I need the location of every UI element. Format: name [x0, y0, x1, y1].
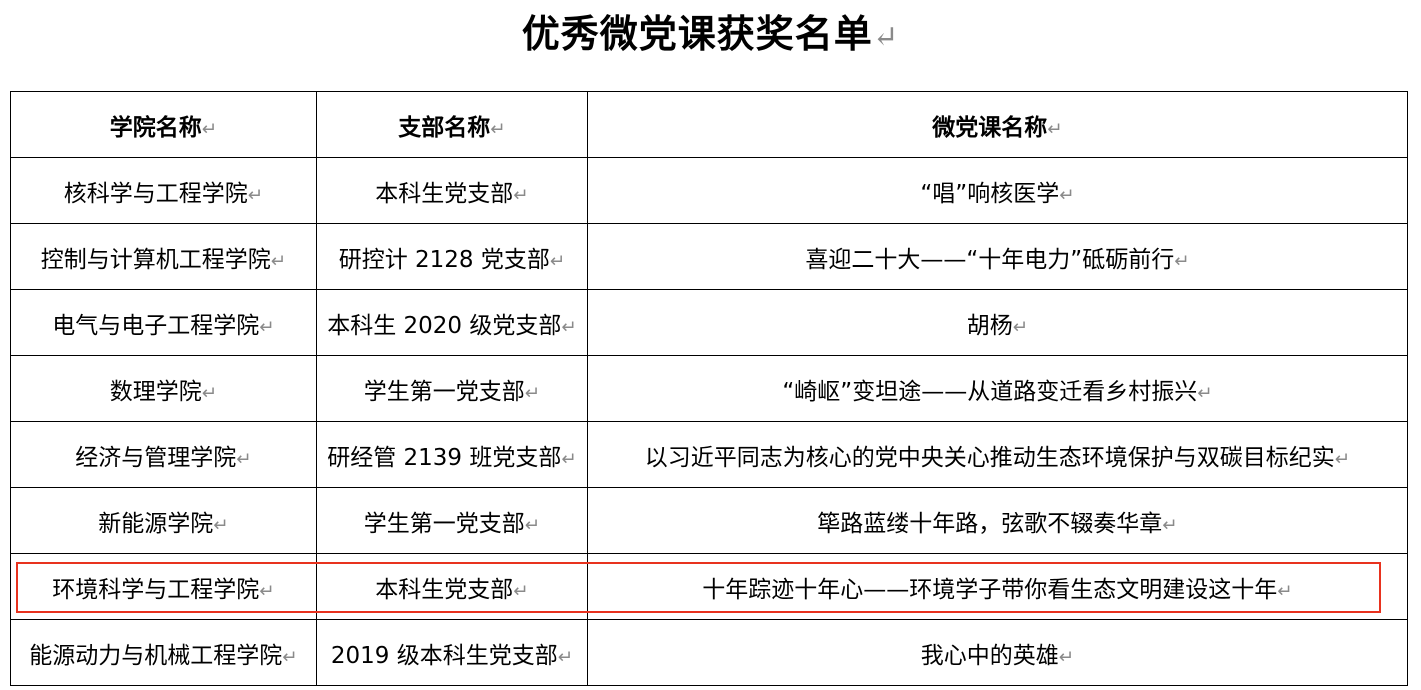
- header-lesson: 微党课名称: [587, 91, 1408, 158]
- table-row: 数理学院学生第一党支部“崎岖”变坦途——从道路变迁看乡村振兴: [10, 355, 1408, 422]
- document-title: 优秀微党课获奖名单: [0, 8, 1421, 64]
- paragraph-mark-icon: [525, 511, 540, 537]
- branch-cell: 本科生 2020 级党支部: [316, 289, 588, 356]
- table-row: 电气与电子工程学院本科生 2020 级党支部胡杨: [10, 289, 1408, 356]
- paragraph-mark-icon: [1059, 643, 1074, 669]
- branch-cell: 学生第一党支部: [316, 355, 588, 422]
- paragraph-mark-icon: [202, 115, 217, 141]
- lesson-cell: “唱”响核医学: [587, 157, 1408, 224]
- lesson-cell: 以习近平同志为核心的党中央关心推动生态环境保护与双碳目标纪实: [587, 421, 1408, 488]
- paragraph-mark-icon: [561, 445, 576, 471]
- lesson-cell: 十年踪迹十年心——环境学子带你看生态文明建设这十年: [587, 553, 1408, 620]
- college-cell: 能源动力与机械工程学院: [10, 619, 317, 686]
- college-cell: 控制与计算机工程学院: [10, 223, 317, 290]
- paragraph-mark-icon: [513, 181, 528, 207]
- paragraph-mark-icon: [1277, 577, 1292, 603]
- branch-cell: 研经管 2139 班党支部: [316, 421, 588, 488]
- paragraph-mark-icon: [550, 247, 565, 273]
- table-row: 新能源学院学生第一党支部筚路蓝缕十年路，弦歌不辍奏华章: [10, 487, 1408, 554]
- branch-cell: 本科生党支部: [316, 553, 588, 620]
- paragraph-mark-icon: [248, 181, 263, 207]
- branch-cell: 研控计 2128 党支部: [316, 223, 588, 290]
- paragraph-mark-icon: [561, 313, 576, 339]
- college-cell: 经济与管理学院: [10, 421, 317, 488]
- paragraph-mark-icon: [202, 379, 217, 405]
- title-text: 优秀微党课获奖名单: [521, 11, 873, 56]
- lesson-cell: 我心中的英雄: [587, 619, 1408, 686]
- paragraph-mark-icon: [490, 115, 505, 141]
- college-cell: 核科学与工程学院: [10, 157, 317, 224]
- table-row: 能源动力与机械工程学院2019 级本科生党支部我心中的英雄: [10, 619, 1408, 686]
- paragraph-mark-icon: [259, 577, 274, 603]
- college-cell: 新能源学院: [10, 487, 317, 554]
- paragraph-mark-icon: [282, 643, 297, 669]
- paragraph-mark-icon: [1197, 379, 1212, 405]
- paragraph-mark-icon: [525, 379, 540, 405]
- paragraph-mark-icon: [236, 445, 251, 471]
- header-branch: 支部名称: [316, 91, 588, 158]
- college-cell: 电气与电子工程学院: [10, 289, 317, 356]
- paragraph-mark-icon: [271, 247, 286, 273]
- college-cell: 数理学院: [10, 355, 317, 422]
- table-row: 控制与计算机工程学院研控计 2128 党支部喜迎二十大——“十年电力”砥砺前行: [10, 223, 1408, 290]
- paragraph-mark-icon: [1162, 511, 1177, 537]
- lesson-cell: “崎岖”变坦途——从道路变迁看乡村振兴: [587, 355, 1408, 422]
- lesson-cell: 筚路蓝缕十年路，弦歌不辍奏华章: [587, 487, 1408, 554]
- branch-cell: 本科生党支部: [316, 157, 588, 224]
- branch-cell: 2019 级本科生党支部: [316, 619, 588, 686]
- table-header-row: 学院名称 支部名称 微党课名称: [10, 91, 1408, 158]
- paragraph-mark-icon: [1174, 247, 1189, 273]
- paragraph-mark-icon: [558, 643, 573, 669]
- paragraph-mark-icon: [1047, 115, 1062, 141]
- paragraph-mark-icon: [259, 313, 274, 339]
- paragraph-mark-icon: [1335, 445, 1350, 471]
- header-college: 学院名称: [10, 91, 317, 158]
- table-row: 经济与管理学院研经管 2139 班党支部以习近平同志为核心的党中央关心推动生态环…: [10, 421, 1408, 488]
- paragraph-mark-icon: [513, 577, 528, 603]
- paragraph-mark-icon: [1059, 181, 1074, 207]
- lesson-cell: 胡杨: [587, 289, 1408, 356]
- lesson-cell: 喜迎二十大——“十年电力”砥砺前行: [587, 223, 1408, 290]
- table-row: 核科学与工程学院本科生党支部“唱”响核医学: [10, 157, 1408, 224]
- branch-cell: 学生第一党支部: [316, 487, 588, 554]
- paragraph-mark-icon: [213, 511, 228, 537]
- paragraph-mark-icon: [1013, 313, 1028, 339]
- award-table: 学院名称 支部名称 微党课名称 核科学与工程学院本科生党支部“唱”响核医学控制与…: [10, 91, 1408, 686]
- college-cell: 环境科学与工程学院: [10, 553, 317, 620]
- table-row: 环境科学与工程学院本科生党支部十年踪迹十年心——环境学子带你看生态文明建设这十年: [10, 553, 1408, 620]
- paragraph-mark-icon: [873, 11, 899, 56]
